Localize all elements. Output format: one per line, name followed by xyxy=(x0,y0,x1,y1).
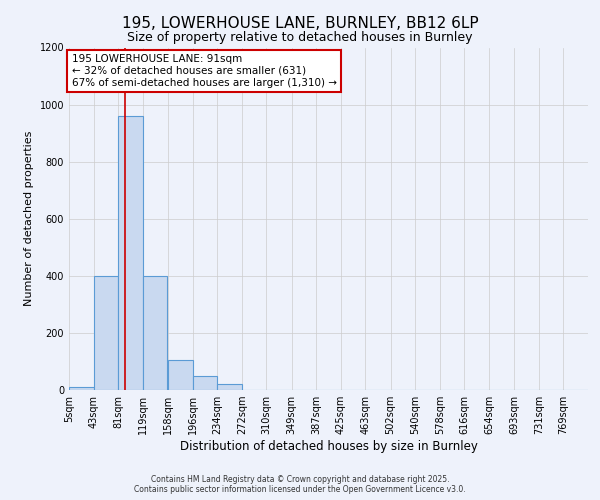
Text: Size of property relative to detached houses in Burnley: Size of property relative to detached ho… xyxy=(127,31,473,44)
Text: 195, LOWERHOUSE LANE, BURNLEY, BB12 6LP: 195, LOWERHOUSE LANE, BURNLEY, BB12 6LP xyxy=(122,16,478,31)
Y-axis label: Number of detached properties: Number of detached properties xyxy=(24,131,34,306)
Bar xyxy=(94,276,118,390)
X-axis label: Distribution of detached houses by size in Burnley: Distribution of detached houses by size … xyxy=(179,440,478,453)
Bar xyxy=(217,384,242,390)
Bar xyxy=(69,387,94,390)
Text: 195 LOWERHOUSE LANE: 91sqm
← 32% of detached houses are smaller (631)
67% of sem: 195 LOWERHOUSE LANE: 91sqm ← 32% of deta… xyxy=(71,54,337,88)
Bar xyxy=(168,360,193,390)
Bar xyxy=(193,376,217,390)
Text: Contains HM Land Registry data © Crown copyright and database right 2025.: Contains HM Land Registry data © Crown c… xyxy=(151,475,449,484)
Text: Contains public sector information licensed under the Open Government Licence v3: Contains public sector information licen… xyxy=(134,485,466,494)
Bar xyxy=(143,276,167,390)
Bar xyxy=(118,116,143,390)
